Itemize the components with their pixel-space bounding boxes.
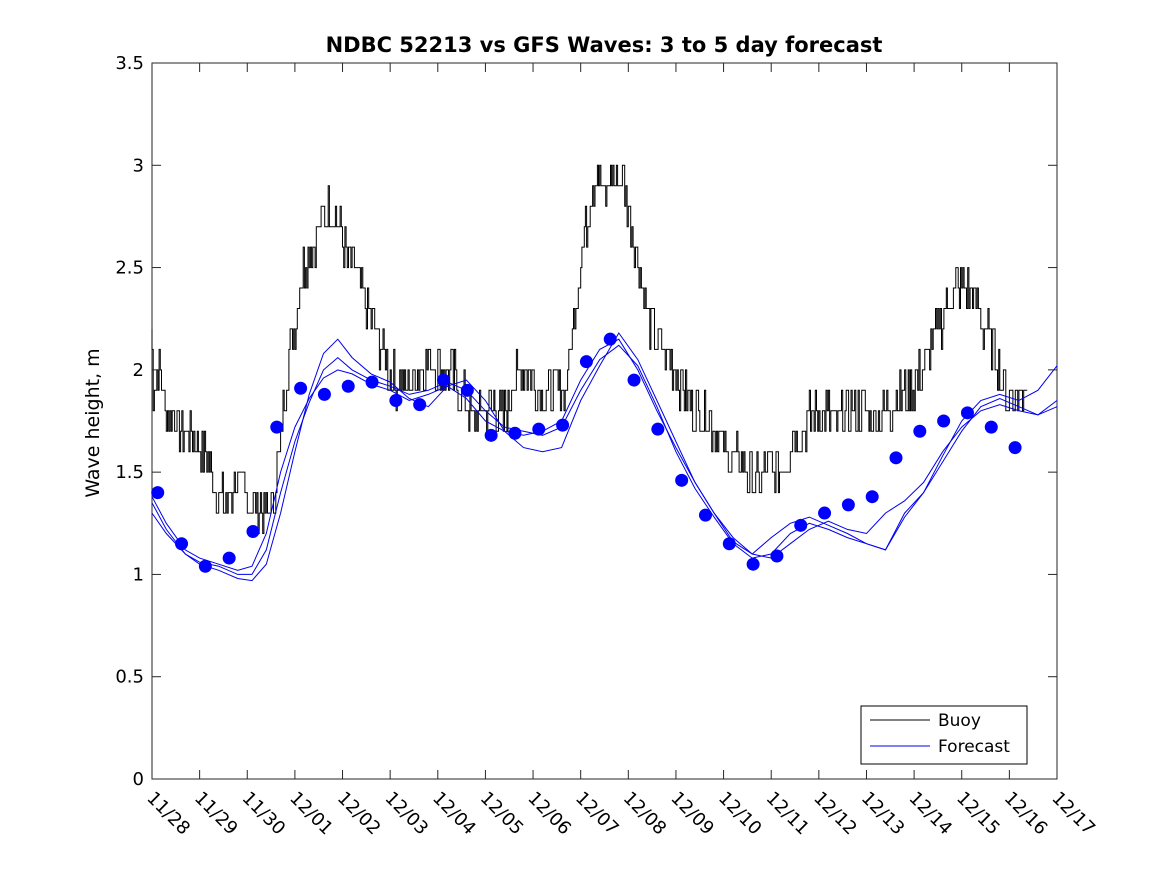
y-tick-label: 3 [133,155,144,176]
forecast-marker [246,524,260,538]
x-tick-label: 12/17 [1047,788,1099,840]
forecast-marker [198,559,212,573]
forecast-marker [222,551,236,565]
y-tick-label: 2.5 [115,258,144,279]
x-tick-label: 12/03 [381,788,433,840]
forecast-marker [913,424,927,438]
forecast-line-run-1 [151,338,1058,571]
y-tick-label: 1.5 [115,462,144,483]
forecast-line-run-2 [151,344,1058,575]
axes-frame [151,62,1058,780]
y-axis-label: Wave height, m [82,348,104,497]
x-tick-label: 11/30 [238,788,290,840]
x-tick-label: 12/15 [952,788,1004,840]
forecast-marker [270,420,284,434]
x-tick-label: 12/13 [857,788,909,840]
forecast-marker [960,406,974,420]
legend-buoy-label: Buoy [938,711,981,731]
legend-box [860,705,1028,765]
forecast-marker [175,537,189,551]
forecast-marker [556,418,570,432]
x-tick-label: 12/05 [476,788,528,840]
forecast-marker [651,422,665,436]
forecast-series [151,332,1058,582]
x-tick-label: 11/29 [190,788,242,840]
forecast-marker [532,422,546,436]
forecast-marker [437,373,451,387]
chart-title: NDBC 52213 vs GFS Waves: 3 to 5 day fore… [326,33,883,57]
forecast-marker [746,557,760,571]
forecast-marker [865,490,879,504]
x-tick-label: 12/07 [571,788,623,840]
x-tick-label: 11/28 [142,788,194,840]
forecast-marker [1008,441,1022,455]
forecast-marker [841,498,855,512]
forecast-marker [818,506,832,520]
x-tick-label: 12/10 [714,788,766,840]
forecast-line-run-3 [151,332,1058,582]
x-tick-label: 12/09 [666,788,718,840]
plot-frame [151,62,1058,780]
x-tick-label: 12/11 [762,788,814,840]
forecast-marker [794,518,808,532]
forecast-marker [603,332,617,346]
forecast-marker [508,426,522,440]
x-tick-label: 12/04 [428,788,480,840]
y-tick-label: 3.5 [115,53,144,74]
forecast-marker [937,414,951,428]
forecast-marker [889,451,903,465]
y-tick-label: 0 [133,769,144,790]
forecast-marker [460,383,474,397]
buoy-series [151,164,1028,534]
forecast-marker [698,508,712,522]
forecast-markers [151,332,1022,573]
forecast-marker [579,355,593,369]
x-tick-label: 12/16 [1000,788,1052,840]
forecast-marker [984,420,998,434]
x-tick-label: 12/08 [619,788,671,840]
x-tick-label: 12/02 [333,788,385,840]
y-tick-label: 2 [133,360,144,381]
x-tick-label: 12/14 [905,788,957,840]
legend: Buoy Forecast [860,705,1028,765]
x-tick-label: 12/06 [524,788,576,840]
forecast-marker [484,428,498,442]
y-tick-label: 0.5 [115,667,144,688]
forecast-marker [389,394,403,408]
legend-forecast-label: Forecast [938,737,1010,757]
forecast-marker [722,537,736,551]
forecast-marker [341,379,355,393]
forecast-marker [294,381,308,395]
x-tick-label: 12/01 [285,788,337,840]
forecast-marker [627,373,641,387]
x-tick-label: 12/12 [809,788,861,840]
forecast-marker [151,486,165,500]
forecast-marker [413,398,427,412]
y-tick-label: 1 [133,564,144,585]
buoy-line [151,164,1028,534]
forecast-marker [365,375,379,389]
forecast-marker [675,473,689,487]
forecast-marker [770,549,784,563]
forecast-marker [317,387,331,401]
